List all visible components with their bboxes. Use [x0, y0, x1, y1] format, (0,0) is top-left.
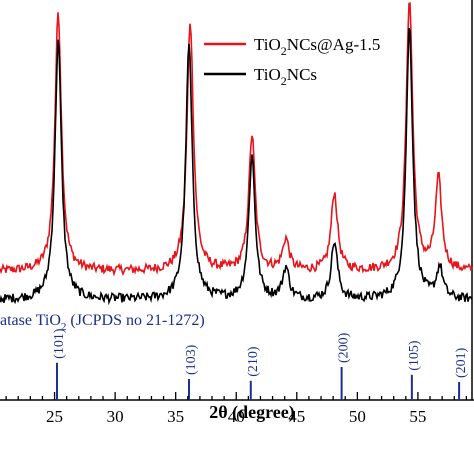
- x-axis-label: 2θ (degree): [209, 402, 295, 423]
- legend: TiO2NCs@Ag-1.5 TiO2NCs: [204, 35, 380, 88]
- x-axis: 25 30 35 40 45 50 55: [5, 392, 468, 426]
- reference-label-0: (101): [52, 328, 67, 359]
- series-line-1: [0, 27, 473, 306]
- x-tick-label-5: 50: [349, 407, 366, 426]
- x-tick-label-3: 40: [228, 407, 245, 426]
- reference-label-5: (201): [454, 347, 469, 378]
- series-line-0: [0, 2, 473, 277]
- reference-label-2: (210): [246, 346, 261, 377]
- reference-label-3: (200): [337, 332, 352, 363]
- reference-label-1: (103): [184, 344, 199, 375]
- x-tick-label-2: 35: [167, 407, 184, 426]
- legend-label-1: TiO2NCs: [254, 65, 317, 88]
- legend-label-0: TiO2NCs@Ag-1.5: [254, 35, 380, 58]
- x-tick-label-0: 25: [46, 407, 63, 426]
- series-layer: [0, 2, 473, 306]
- reference-pattern: atase TiO2 (JCPDS no 21-1272)(101) (103) (…: [0, 312, 469, 400]
- reference-title: atase TiO2 (JCPDS no 21-1272): [0, 312, 205, 333]
- x-tick-label-4: 45: [288, 407, 305, 426]
- x-tick-label-1: 30: [107, 407, 124, 426]
- x-tick-label-6: 55: [409, 407, 426, 426]
- reference-label-4: (105): [407, 340, 422, 371]
